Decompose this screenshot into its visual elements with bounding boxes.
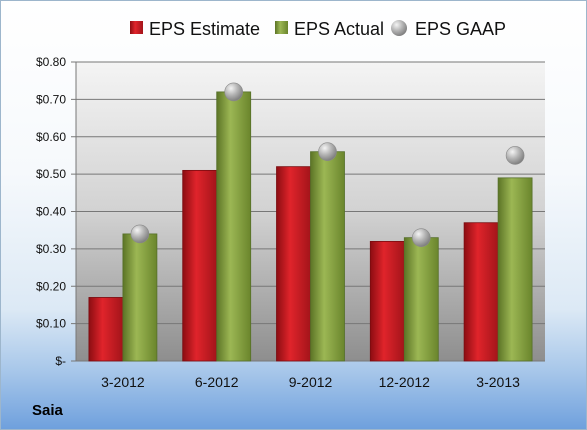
gaap-marker — [505, 146, 525, 165]
legend-label-estimate: EPS Estimate — [149, 19, 260, 39]
legend-label-gaap: EPS GAAP — [415, 19, 506, 39]
legend: EPS Estimate EPS Actual EPS GAAP — [130, 19, 506, 39]
gaap-marker — [130, 224, 150, 244]
legend-swatch-actual — [275, 21, 288, 34]
y-tick-label: $0.20 — [36, 279, 66, 293]
x-tick-label: 9-2012 — [289, 374, 333, 390]
x-tick-label: 12-2012 — [379, 374, 431, 390]
bar-eps-estimate — [88, 297, 124, 362]
y-axis: $- $0.10 $0.20 $0.30 $0.40 $0.50 $0.60 $0.70 $0.… — [36, 55, 77, 368]
bar-eps-estimate — [276, 166, 311, 362]
gaap-marker — [411, 228, 431, 247]
company-label: Saia — [32, 402, 63, 419]
legend-swatch-estimate — [130, 21, 143, 34]
y-tick-label: $0.30 — [36, 242, 66, 256]
bar-eps-actual — [403, 237, 439, 362]
bar-eps-estimate — [463, 222, 499, 362]
x-tick-label: 3-2013 — [476, 374, 520, 390]
bar-eps-actual — [310, 151, 345, 362]
y-tick-label: $0.80 — [36, 55, 66, 69]
x-tick-label: 6-2012 — [195, 374, 239, 390]
y-tick-label: $0.50 — [36, 167, 66, 181]
y-tick-label: $0.60 — [36, 130, 66, 144]
y-tick-label: $0.40 — [36, 205, 66, 219]
gaap-marker — [318, 142, 337, 161]
y-tick-label: $- — [55, 354, 66, 368]
legend-marker-gaap — [391, 20, 407, 36]
bar-eps-actual — [122, 233, 158, 362]
gaap-markers — [130, 82, 525, 247]
x-tick-label: 3-2012 — [101, 374, 145, 390]
eps-chart: EPS Estimate EPS Actual EPS GAAP $- $0.10… — [36, 19, 545, 390]
x-axis: 3-2012 6-2012 9-2012 12-2012 3-2013 — [101, 374, 520, 390]
bar-eps-estimate — [369, 240, 405, 362]
bar-eps-actual — [216, 91, 252, 362]
y-tick-label: $0.70 — [36, 92, 66, 106]
legend-label-actual: EPS Actual — [294, 19, 384, 39]
bar-eps-estimate — [182, 169, 218, 362]
gaap-marker — [224, 82, 243, 102]
y-tick-label: $0.10 — [36, 317, 66, 331]
bar-eps-actual — [497, 177, 533, 362]
